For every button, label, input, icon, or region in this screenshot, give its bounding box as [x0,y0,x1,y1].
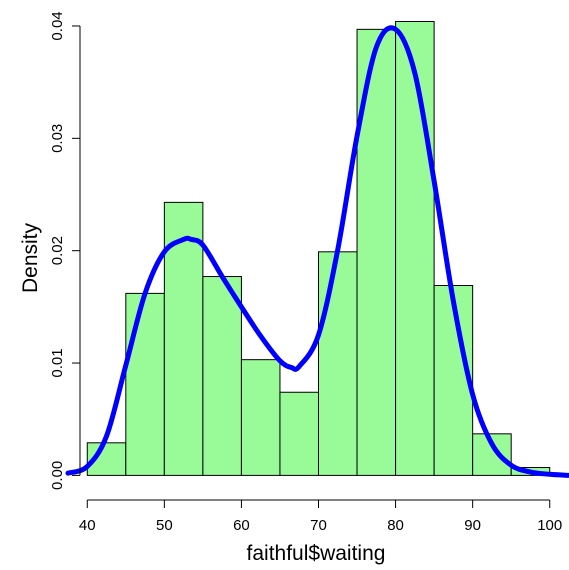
y-tick-label: 0.02 [49,236,66,265]
histogram-bars [86,20,551,476]
x-tick-label: 70 [310,517,327,534]
histogram-bar [202,276,242,476]
histogram-bar [472,433,512,476]
density-curve-line [65,25,569,478]
y-tick-label: 0.00 [49,461,66,490]
y-axis: 0.00 0.01 0.02 0.03 0.04 [49,11,81,490]
y-tick-label: 0.01 [49,348,66,377]
histogram-bar [279,391,320,476]
x-tick-label: 60 [233,517,250,534]
histogram-bar [318,251,358,476]
y-tick-label: 0.03 [49,124,66,153]
histogram-bar [125,292,165,476]
x-axis-label: faithful$waiting [247,542,386,565]
histogram-bar [240,359,281,476]
histogram-bar [433,285,474,476]
x-tick-label: 90 [464,517,481,534]
x-tick-label: 100 [537,517,562,534]
x-tick-label: 80 [387,517,404,534]
density-curve-layer [65,25,569,478]
y-tick-label: 0.04 [49,11,66,40]
y-axis-label: Density [19,222,42,293]
x-tick-label: 40 [79,517,96,534]
x-tick-label: 50 [156,517,173,534]
x-axis: 40 50 60 70 80 90 100 [79,499,562,534]
histogram-bar [395,20,435,476]
